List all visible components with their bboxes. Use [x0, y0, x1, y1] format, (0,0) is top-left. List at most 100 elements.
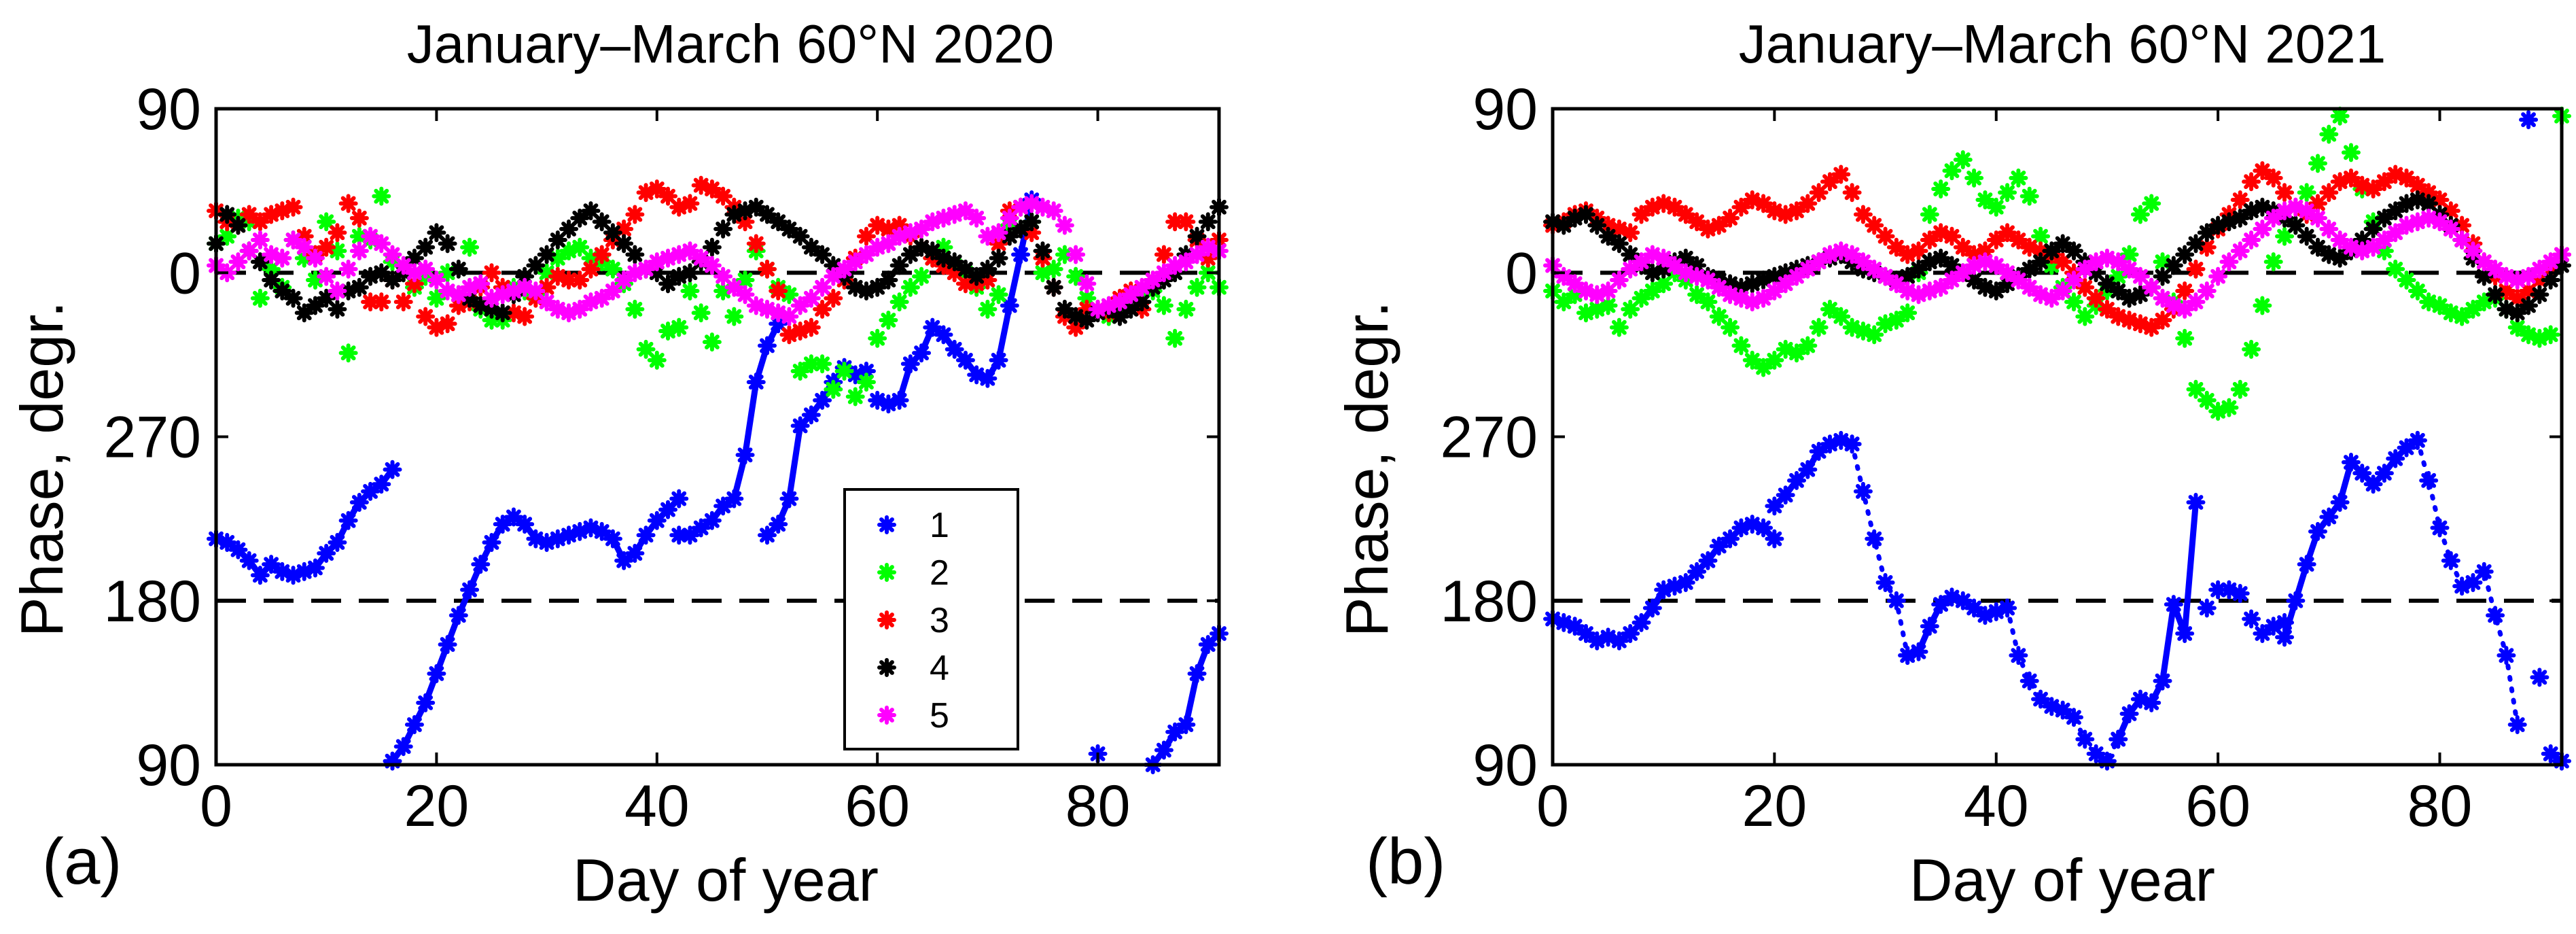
panel-b-series-1-point	[1565, 617, 1585, 636]
panel-b-series-5-point	[2230, 241, 2250, 261]
panel-b-series-4-point	[1565, 208, 1585, 228]
panel-b-series-3-point	[2119, 310, 2139, 330]
panel-b-series-2-point	[2374, 241, 2394, 261]
panel-b-series-1-point	[1920, 617, 1939, 636]
panel-b-series-4-point	[2164, 256, 2183, 275]
panel-b-series-2-point	[1621, 299, 1640, 319]
panel-a-series-3-point	[504, 303, 523, 323]
panel-a-series-3-point	[317, 237, 336, 257]
panel-a-series-1-point	[603, 529, 622, 549]
panel-a-series-3-point	[515, 307, 535, 326]
panel-a-series-1-point	[680, 525, 700, 545]
panel-a-series-1-point	[757, 336, 777, 356]
panel-b-series-4-point	[1742, 274, 1762, 294]
panel-b-series-5-point	[2397, 215, 2416, 235]
panel-a-series-5-point	[912, 219, 932, 239]
panel-a-series-5-point	[702, 256, 722, 275]
panel-b-series-5-point	[1986, 256, 2006, 275]
panel-b-series-1-point	[2164, 595, 2183, 615]
panel-a-series-3-point	[294, 226, 314, 246]
panel-b-series-4-point	[2253, 197, 2272, 217]
panel-b-series-3-point	[2186, 259, 2206, 279]
panel-a-series-4-point	[460, 288, 480, 308]
panel-a-series-2-point	[658, 322, 678, 341]
panel-a-series-3-point	[448, 296, 468, 315]
panel-b-series-2-point	[2031, 226, 2051, 246]
panel-b-series-1-point	[1676, 572, 1695, 592]
panel-b-series-5-point	[2109, 252, 2128, 272]
panel-a-series-3-point	[757, 259, 777, 279]
panel-a-series-4-point	[669, 266, 689, 286]
panel-b-series-4-point	[2053, 234, 2072, 254]
panel-a-title: January–March 60°N 2020	[407, 14, 1055, 74]
panel-b-series-3-point	[2530, 270, 2549, 290]
panel-a-series-2-point	[669, 317, 689, 337]
panel-b-series-1-point	[1975, 606, 1995, 625]
panel-b-series-5-point	[2064, 270, 2083, 290]
panel-b-series-2-point	[1831, 307, 1851, 326]
panel-a-series-4-point	[1000, 226, 1019, 246]
panel-b-series-1-point	[1820, 434, 1839, 454]
panel-b-series-1-point	[2208, 580, 2228, 600]
panel-a-series-3-point	[592, 245, 612, 264]
panel-b-series-1-point	[1709, 536, 1729, 556]
panel-a-series-4-point	[603, 223, 622, 243]
panel-b-series-5-point	[2130, 266, 2150, 286]
panel-a-series-4-point	[879, 270, 898, 290]
panel-a-series-3-point	[856, 226, 876, 246]
panel-a-series-4-point	[978, 259, 998, 279]
panel-a-series-5-point	[923, 212, 942, 232]
panel-a-series-3-point	[482, 263, 501, 283]
panel-a-series-1-point	[669, 525, 689, 545]
panel-b-series-2-point	[1809, 317, 1829, 337]
panel-a-series-4-point	[923, 241, 942, 261]
panel-a-series-3-point	[559, 270, 579, 290]
panel-b-series-3-point	[2242, 172, 2261, 192]
panel-a-series-3-point	[978, 270, 998, 290]
panel-a-label: (a)	[42, 825, 122, 898]
panel-b-series-5-point	[2530, 259, 2549, 279]
panel-b-series-5-point	[1953, 263, 1973, 283]
panel-a-ylabel: Phase, degr.	[8, 301, 75, 637]
panel-a-series-2-point	[813, 354, 832, 374]
panel-a-series-2-point	[559, 241, 579, 261]
panel-b-series-2-point	[2064, 292, 2083, 312]
panel-b-series-4-point	[1721, 274, 1740, 294]
panel-a-series-4-point	[658, 274, 678, 294]
panel-a-series-3-point	[769, 281, 788, 301]
panel-b-series-1-point	[1964, 598, 1984, 618]
panel-b-series-1-point	[2119, 704, 2139, 723]
panel-b-series-2-point	[1942, 161, 1962, 181]
panel-a-series-4-point	[868, 277, 887, 297]
panel-a-xtick-label: 40	[624, 774, 690, 839]
panel-b: January–March 60°N 2021 Day of year Phas…	[1333, 14, 2571, 914]
panel-b-series-3-point	[2197, 237, 2217, 257]
panel-a-series-1-point	[989, 350, 1008, 370]
panel-a-series-5-point	[570, 299, 590, 319]
panel-b-series-3-point	[1798, 194, 1818, 213]
panel-b-series-2-point	[1576, 303, 1595, 323]
panel-b-series-1-point	[2053, 700, 2072, 720]
panel-a-series-5-point	[581, 292, 601, 312]
panel-b-series-5-point	[2186, 292, 2206, 312]
panel-a-series-5-point	[779, 307, 799, 326]
panel-b-series-4-point	[2541, 270, 2560, 290]
panel-a-xtick-label: 60	[845, 774, 910, 839]
panel-a-series-4-point	[305, 296, 325, 315]
panel-b-series-2-point	[2153, 252, 2172, 272]
panel-b-title: January–March 60°N 2021	[1739, 14, 2386, 74]
panel-b-series-4-point	[2042, 241, 2062, 261]
panel-b-series-5-point	[1998, 263, 2017, 283]
panel-a-series-4-point	[1033, 241, 1053, 261]
panel-a-series-5-point	[349, 241, 369, 261]
panel-b-series-2-point	[1998, 183, 2017, 203]
panel-b-series-5-point	[2219, 252, 2239, 272]
panel-a-series-2-point	[1077, 288, 1097, 308]
panel-a-series-4-point	[217, 205, 237, 224]
panel-b-series-2-point	[2430, 296, 2450, 315]
panel-a-series-3-point	[1198, 248, 1218, 268]
panel-b-series-5-point	[2031, 285, 2051, 305]
panel-a-series-4-point	[724, 205, 744, 224]
panel-a-series-2-point	[856, 373, 876, 392]
panel-a-series-3-point	[1176, 212, 1196, 232]
